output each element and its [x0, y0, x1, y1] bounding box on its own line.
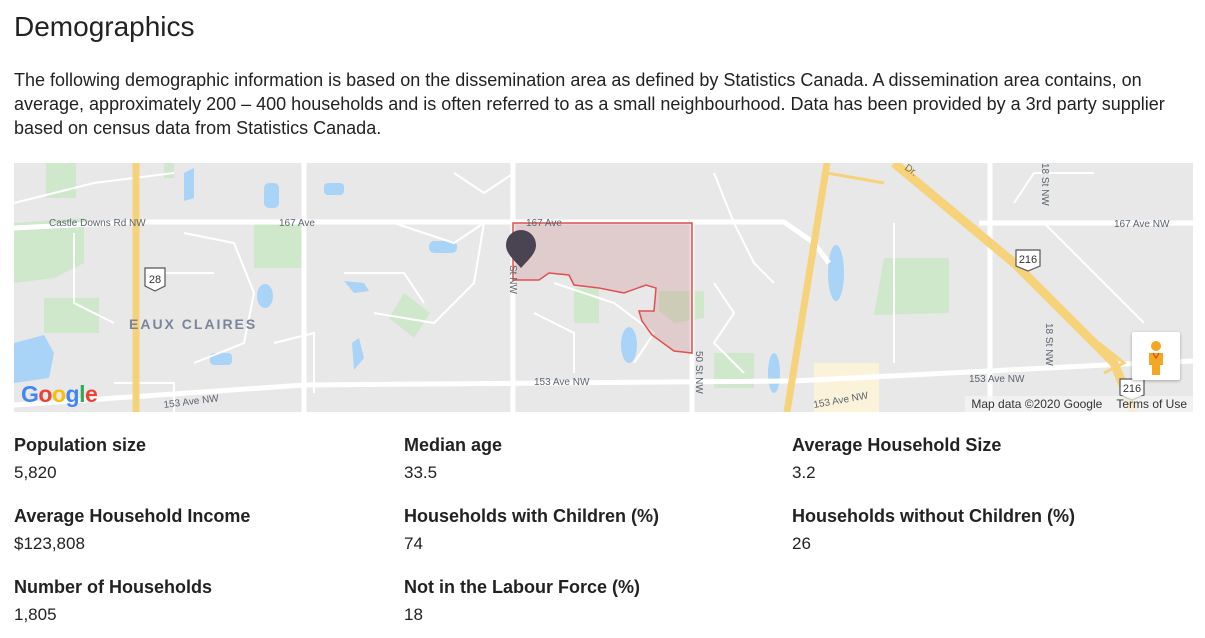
stat-value: 33.5 [404, 463, 438, 482]
svg-text:EAUX CLAIRES: EAUX CLAIRES [129, 316, 257, 332]
svg-text:18 St NW: 18 St NW [1043, 323, 1054, 366]
stat-average-household-income: Average Household Income $123,808 [14, 504, 404, 556]
stat-value: 1,805 [14, 605, 57, 624]
stat-households-without-children: Households without Children (%) 26 [792, 504, 1192, 556]
intro-text: The following demographic information is… [14, 70, 1165, 138]
svg-text:Castle Downs Rd NW: Castle Downs Rd NW [49, 218, 146, 229]
stat-value: 26 [792, 534, 811, 553]
svg-text:167 Ave: 167 Ave [279, 218, 315, 229]
location-pin-icon[interactable] [506, 230, 536, 268]
street-view-pegman-button[interactable] [1132, 332, 1180, 380]
stat-label: Average Household Size [792, 435, 1002, 455]
stat-value: $123,808 [14, 534, 85, 553]
page-title: Demographics [14, 11, 195, 42]
stat-value: 5,820 [14, 463, 57, 482]
stat-median-age: Median age 33.5 [404, 433, 792, 485]
svg-text:St NW: St NW [507, 265, 518, 294]
svg-text:153 Ave NW: 153 Ave NW [534, 377, 590, 388]
stat-value: 3.2 [792, 463, 816, 482]
map-data-credit: Map data ©2020 Google [971, 397, 1103, 411]
svg-text:167 Ave: 167 Ave [526, 218, 562, 229]
terms-of-use-link[interactable]: Terms of Use [1116, 397, 1187, 411]
stat-label: Households with Children (%) [404, 506, 659, 526]
stat-label: Average Household Income [14, 506, 251, 526]
stat-population-size: Population size 5,820 [14, 433, 404, 485]
water [14, 168, 844, 393]
stat-value: 74 [404, 534, 423, 553]
svg-text:153 Ave NW: 153 Ave NW [969, 374, 1025, 385]
stat-households-with-children: Households with Children (%) 74 [404, 504, 792, 556]
demographic-stats: Population size 5,820 Median age 33.5 Aver… [14, 433, 1192, 627]
svg-text:216: 216 [1123, 383, 1141, 395]
svg-text:167 Ave NW: 167 Ave NW [1114, 219, 1170, 230]
dissemination-area-polygon[interactable] [512, 222, 693, 354]
stat-label: Not in the Labour Force (%) [404, 577, 640, 597]
commercial-area [814, 363, 879, 412]
pegman-icon [1149, 341, 1163, 375]
map-attribution: Map data ©2020 Google Terms of Use [965, 396, 1193, 412]
stat-label: Number of Households [14, 577, 213, 597]
map-canvas[interactable]: 28 216 216 Castle Downs Rd NW 167 Ave 16… [14, 163, 1193, 412]
stat-number-of-households: Number of Households 1,805 [14, 575, 404, 627]
stat-label: Population size [14, 435, 147, 455]
stat-value: 18 [404, 605, 423, 624]
stat-not-in-labour-force: Not in the Labour Force (%) 18 [404, 575, 792, 627]
svg-text:28: 28 [149, 274, 161, 286]
highway-216-shield: 216 [1119, 378, 1145, 401]
svg-text:18 St NW: 18 St NW [1039, 163, 1050, 206]
stat-average-household-size: Average Household Size 3.2 [792, 433, 1192, 485]
highway-28-shield: 28 [144, 267, 166, 292]
map[interactable]: 28 216 216 Castle Downs Rd NW 167 Ave 16… [14, 163, 1193, 412]
parks [14, 163, 949, 388]
svg-text:216: 216 [1019, 254, 1037, 266]
svg-text:50 St NW: 50 St NW [693, 351, 704, 394]
stat-label: Households without Children (%) [792, 506, 1075, 526]
google-logo: Google [21, 381, 98, 407]
stat-label: Median age [404, 435, 503, 455]
highway-216-shield: 216 [1015, 249, 1041, 272]
